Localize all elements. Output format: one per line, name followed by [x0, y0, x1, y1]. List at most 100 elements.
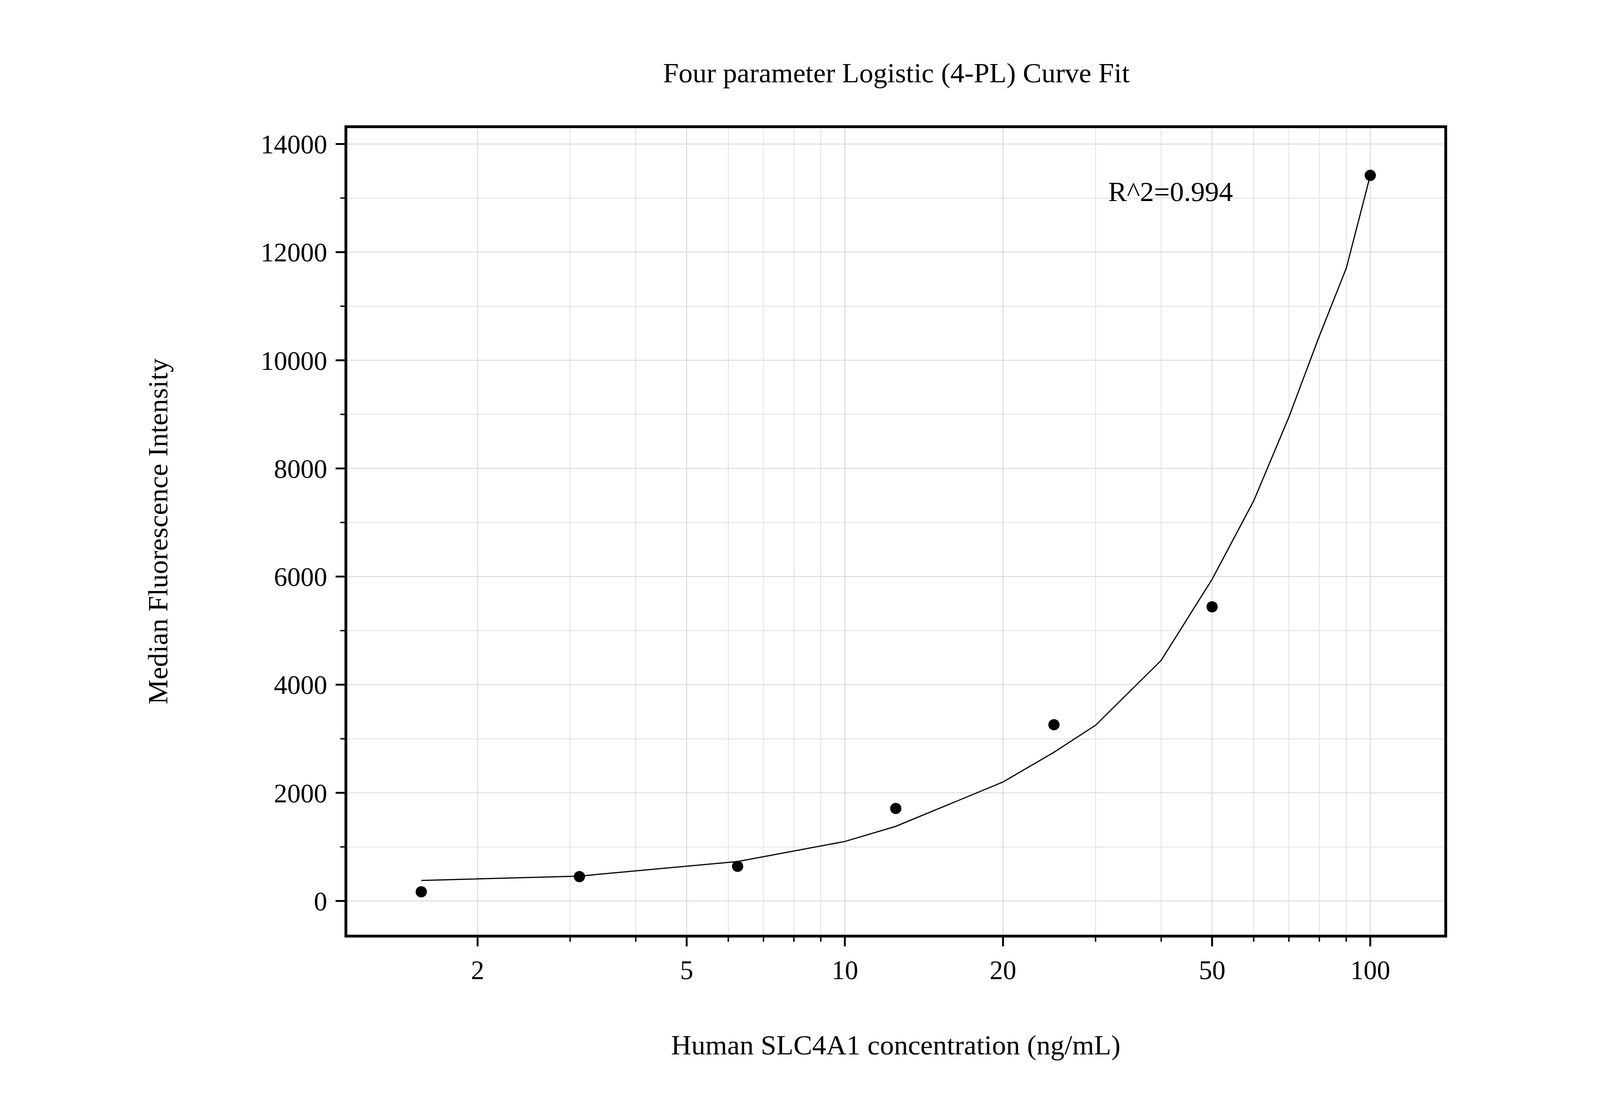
minor-grid-line [635, 126, 637, 936]
y-tick-label: 12000 [260, 237, 328, 267]
title: Four parameter Logistic (4-PL) Curve Fit [662, 57, 1130, 89]
x-minor-tick [1211, 935, 1213, 942]
y-tick-label: 0 [314, 886, 328, 916]
x-tick [685, 935, 688, 947]
x-tick [476, 935, 479, 947]
data-point [1048, 718, 1060, 731]
x-minor-tick [1253, 935, 1255, 942]
minor-grid-line [820, 126, 822, 936]
fit-curve [421, 175, 1371, 881]
chart: 2510205010002000400060008000100001200014… [0, 0, 1600, 1118]
y-tick-label: 2000 [273, 778, 328, 808]
minor-grid-line [477, 126, 479, 936]
grid-line [345, 251, 1446, 253]
minor-grid-line [1370, 126, 1371, 936]
x-minor-tick [635, 935, 637, 942]
minor-grid-line [727, 126, 729, 936]
x-minor-tick [1002, 935, 1004, 942]
y-minor-tick [340, 413, 346, 416]
grid-line [1002, 126, 1004, 936]
plot-frame [345, 126, 1446, 936]
y-tick [335, 683, 346, 686]
minor-grid-line [345, 846, 1446, 847]
data-point [415, 885, 427, 897]
y-tick-label: 8000 [273, 453, 328, 484]
y-tick [335, 143, 346, 145]
minor-grid-line [762, 126, 764, 936]
x-tick [843, 935, 846, 947]
minor-grid-line [345, 738, 1446, 740]
x-minor-tick [793, 935, 795, 942]
y-tick [335, 575, 346, 578]
minor-grid-line [345, 630, 1446, 632]
grid-line [686, 126, 688, 936]
x-axis-label: Human SLC4A1 concentration (ng/mL) [671, 1029, 1121, 1061]
x-minor-tick [1288, 935, 1290, 942]
minor-grid-line [1002, 126, 1004, 936]
y-minor-tick [340, 846, 346, 848]
background [0, 0, 1600, 1118]
y-tick-label: 10000 [260, 345, 328, 376]
minor-grid-line [844, 126, 846, 936]
data-point [1206, 601, 1218, 613]
data-point [889, 802, 902, 814]
x-minor-tick [727, 935, 730, 942]
minor-grid-line [793, 126, 795, 936]
x-tick-label: 5 [680, 954, 694, 985]
minor-grid-line [345, 413, 1446, 415]
annotation: R^2=0.994 [1108, 176, 1234, 208]
y-minor-tick [340, 305, 346, 307]
grid-line [477, 126, 479, 936]
minor-grid-line [569, 126, 571, 936]
grid-line [844, 126, 846, 936]
grid [345, 126, 1446, 936]
grid-line [345, 359, 1446, 361]
x-tick-label: 10 [831, 954, 859, 985]
x-minor-tick [762, 935, 765, 942]
y-tick-label: 4000 [273, 669, 328, 700]
x-minor-tick [1094, 935, 1097, 942]
x-minor-tick [476, 935, 479, 942]
grid-line [345, 467, 1446, 469]
minor-grid-line [1095, 126, 1097, 936]
x-tick-label: 100 [1350, 954, 1391, 985]
minor-grid-line [345, 197, 1446, 199]
data [415, 169, 1376, 897]
minor-grid-line [686, 126, 688, 936]
y-axis-label: Median Fluorescence Intensity [142, 358, 174, 705]
x-minor-tick [686, 935, 688, 942]
grid-line [345, 143, 1446, 145]
x-tick [1002, 935, 1005, 947]
grid-line [1370, 126, 1371, 936]
y-tick [335, 791, 346, 794]
y-minor-tick [340, 197, 346, 199]
minor-grid-line [1345, 126, 1347, 936]
y-tick [335, 251, 346, 253]
grid-line [345, 575, 1446, 577]
y-tick [335, 359, 346, 362]
x-tick-label: 2 [471, 954, 485, 985]
minor-grid-line [1253, 126, 1255, 936]
x-minor-tick [1318, 935, 1321, 942]
minor-grid-line [1211, 126, 1213, 936]
x-minor-tick [569, 935, 571, 942]
x-minor-tick [820, 935, 822, 942]
y-minor-tick [340, 737, 346, 740]
grid-line [345, 900, 1446, 902]
axes: 2510205010002000400060008000100001200014… [260, 129, 1391, 985]
x-minor-tick [1369, 935, 1371, 942]
grid-line [345, 683, 1446, 685]
grid-line [1211, 126, 1213, 936]
x-minor-tick [1345, 935, 1348, 942]
y-tick [335, 467, 346, 470]
minor-grid-line [1319, 126, 1321, 936]
x-tick-label: 50 [1198, 954, 1226, 985]
minor-grid-line [345, 521, 1446, 523]
y-minor-tick [340, 521, 346, 524]
minor-grid-line [345, 305, 1446, 307]
y-minor-tick [340, 629, 346, 632]
x-tick [1211, 935, 1213, 947]
y-tick [335, 899, 346, 902]
y-tick-label: 6000 [273, 561, 328, 592]
data-point [1364, 169, 1377, 181]
